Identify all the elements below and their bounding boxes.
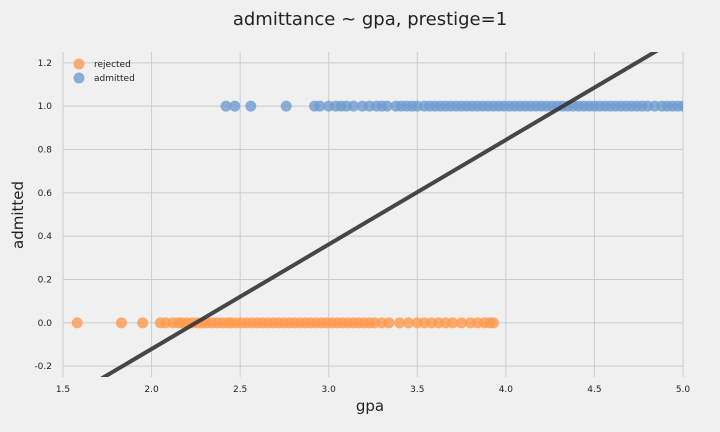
y-tick-label: -0.2 <box>34 362 52 372</box>
point-rejected <box>137 317 149 329</box>
point-rejected <box>456 317 468 329</box>
legend-marker-admitted <box>73 72 85 84</box>
point-admitted <box>245 100 257 112</box>
point-admitted <box>348 100 360 112</box>
y-tick-label: 0.4 <box>38 232 53 242</box>
x-tick-label: 4.5 <box>587 385 601 395</box>
y-tick-label: 0.2 <box>38 276 52 286</box>
point-rejected <box>71 317 83 329</box>
point-rejected <box>383 317 395 329</box>
scatter-points <box>71 100 683 329</box>
x-tick-label: 2.0 <box>144 385 159 395</box>
legend-marker-rejected <box>73 58 85 70</box>
x-tick-label: 3.5 <box>410 385 424 395</box>
point-admitted <box>280 100 292 112</box>
x-tick-label: 1.5 <box>56 385 70 395</box>
legend-label-rejected: rejected <box>94 60 131 70</box>
tick-labels: 1.5 2.0 2.5 3.0 3.5 4.0 4.5 5.0 -0.2 0.0 0.2 0.4 0.6… <box>34 59 690 395</box>
point-admitted <box>220 100 232 112</box>
point-rejected <box>447 317 459 329</box>
point-rejected <box>487 317 499 329</box>
legend-label-admitted: admitted <box>94 74 135 84</box>
point-admitted <box>314 100 326 112</box>
x-tick-label: 4.0 <box>499 385 514 395</box>
point-admitted <box>677 100 683 112</box>
x-tick-label: 2.5 <box>233 385 247 395</box>
y-tick-label: 0.0 <box>38 319 53 329</box>
y-tick-label: 1.0 <box>38 102 53 112</box>
point-rejected <box>402 317 414 329</box>
x-tick-label: 5.0 <box>676 385 691 395</box>
x-tick-label: 3.0 <box>322 385 337 395</box>
fit-line <box>100 52 659 377</box>
point-admitted <box>229 100 241 112</box>
legend: rejected admitted <box>73 58 135 84</box>
y-tick-label: 0.8 <box>38 146 53 156</box>
chart-title: admittance ~ gpa, prestige=1 <box>233 9 507 30</box>
y-tick-label: 1.2 <box>38 59 52 69</box>
point-admitted <box>381 100 393 112</box>
x-axis-label: gpa <box>356 397 384 415</box>
point-rejected <box>394 317 406 329</box>
y-axis-label: admitted <box>9 181 27 249</box>
y-tick-label: 0.6 <box>38 189 53 199</box>
fit-line-group <box>100 52 659 377</box>
point-rejected <box>115 317 127 329</box>
